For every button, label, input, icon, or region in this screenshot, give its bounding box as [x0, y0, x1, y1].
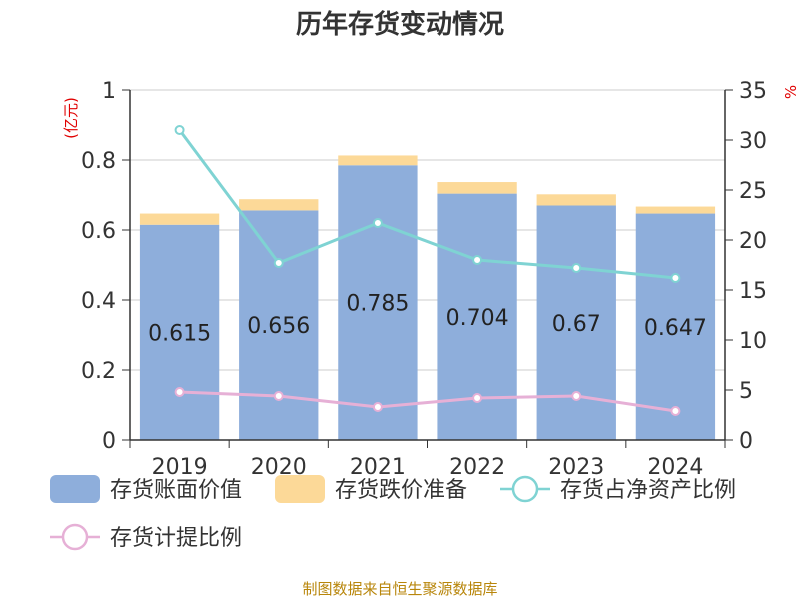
gridlines	[130, 89, 725, 371]
legend-label: 存货跌价准备	[335, 478, 467, 503]
y-left-tick-label: 0.8	[81, 149, 116, 174]
y-right-tick-label: 30	[739, 129, 767, 154]
bar-value-label: 0.615	[148, 321, 211, 346]
bar-provision	[338, 155, 418, 166]
legend-item: 存货计提比例	[50, 523, 242, 551]
x-tick-label: 2021	[350, 455, 406, 480]
line-point	[472, 255, 483, 265]
x-tick-label: 2022	[449, 455, 505, 480]
y-right-tick-label: 0	[739, 429, 753, 454]
y-left-tick-label: 0.2	[81, 359, 116, 384]
bar-book-value	[239, 210, 319, 440]
line-point	[472, 393, 483, 403]
line-point	[372, 402, 383, 412]
line-point	[670, 406, 681, 416]
line-point	[273, 391, 284, 401]
line-point	[571, 263, 582, 273]
legend-item: 存货占净资产比例	[500, 475, 736, 503]
y-left-tick-label: 0.6	[81, 219, 116, 244]
line-point	[174, 125, 185, 135]
bar-value-label: 0.67	[552, 312, 601, 337]
x-tick-label: 2024	[647, 455, 703, 480]
bar-provision	[635, 206, 716, 214]
y-right-unit-label: %	[782, 85, 800, 99]
legend-item: 存货跌价准备	[275, 475, 467, 503]
y-left-tick-label: 0	[102, 429, 116, 454]
bar-value-label: 0.704	[446, 306, 509, 331]
bar-book-value	[635, 213, 716, 440]
line-point	[372, 218, 383, 228]
legend-marker	[511, 475, 539, 503]
bar-value-label: 0.656	[247, 314, 310, 339]
line-point	[174, 387, 185, 397]
legend-item: 存货账面价值	[50, 475, 242, 503]
line-point	[273, 258, 284, 268]
y-right-tick-label: 10	[739, 329, 767, 354]
legend-label: 存货计提比例	[110, 526, 242, 551]
y-right-tick-label: 35	[739, 79, 767, 104]
bar-provision	[437, 182, 517, 194]
legend-swatch	[50, 475, 100, 503]
series-line-provision-ratio	[179, 390, 676, 413]
legend-marker	[61, 523, 89, 551]
bar-value-label: 0.647	[644, 316, 707, 341]
line-layer	[174, 125, 681, 416]
y-left-tick-label: 0.4	[81, 289, 116, 314]
bar-book-value	[139, 224, 220, 440]
bar-value-label: 0.785	[346, 292, 409, 317]
bar-provision	[239, 199, 319, 211]
y-right-tick-label: 15	[739, 279, 767, 304]
legend-swatch	[275, 475, 325, 503]
y-left-tick-label: 1	[102, 79, 116, 104]
x-tick-label: 2019	[152, 455, 208, 480]
bar-layer: 0.615 0.656 0.785 0.704 0.67 0.647	[139, 155, 716, 440]
y-right-tick-label: 25	[739, 179, 767, 204]
series-line-ratio-net-assets	[178, 129, 676, 280]
line-point	[571, 391, 582, 401]
legend-label: 存货账面价值	[110, 478, 242, 503]
source-footer: 制图数据来自恒生聚源数据库	[302, 580, 498, 598]
y-right-tick-label: 20	[739, 229, 767, 254]
bar-provision	[536, 194, 616, 206]
y-right-tick-label: 5	[739, 379, 753, 404]
bar-book-value	[338, 165, 418, 440]
line-point	[670, 273, 681, 283]
x-tick-label: 2023	[548, 455, 604, 480]
legend-label: 存货占净资产比例	[560, 478, 736, 503]
y-left-unit-label: (亿元)	[62, 97, 80, 139]
chart-title: 历年存货变动情况	[295, 10, 504, 40]
bar-provision	[139, 213, 220, 225]
